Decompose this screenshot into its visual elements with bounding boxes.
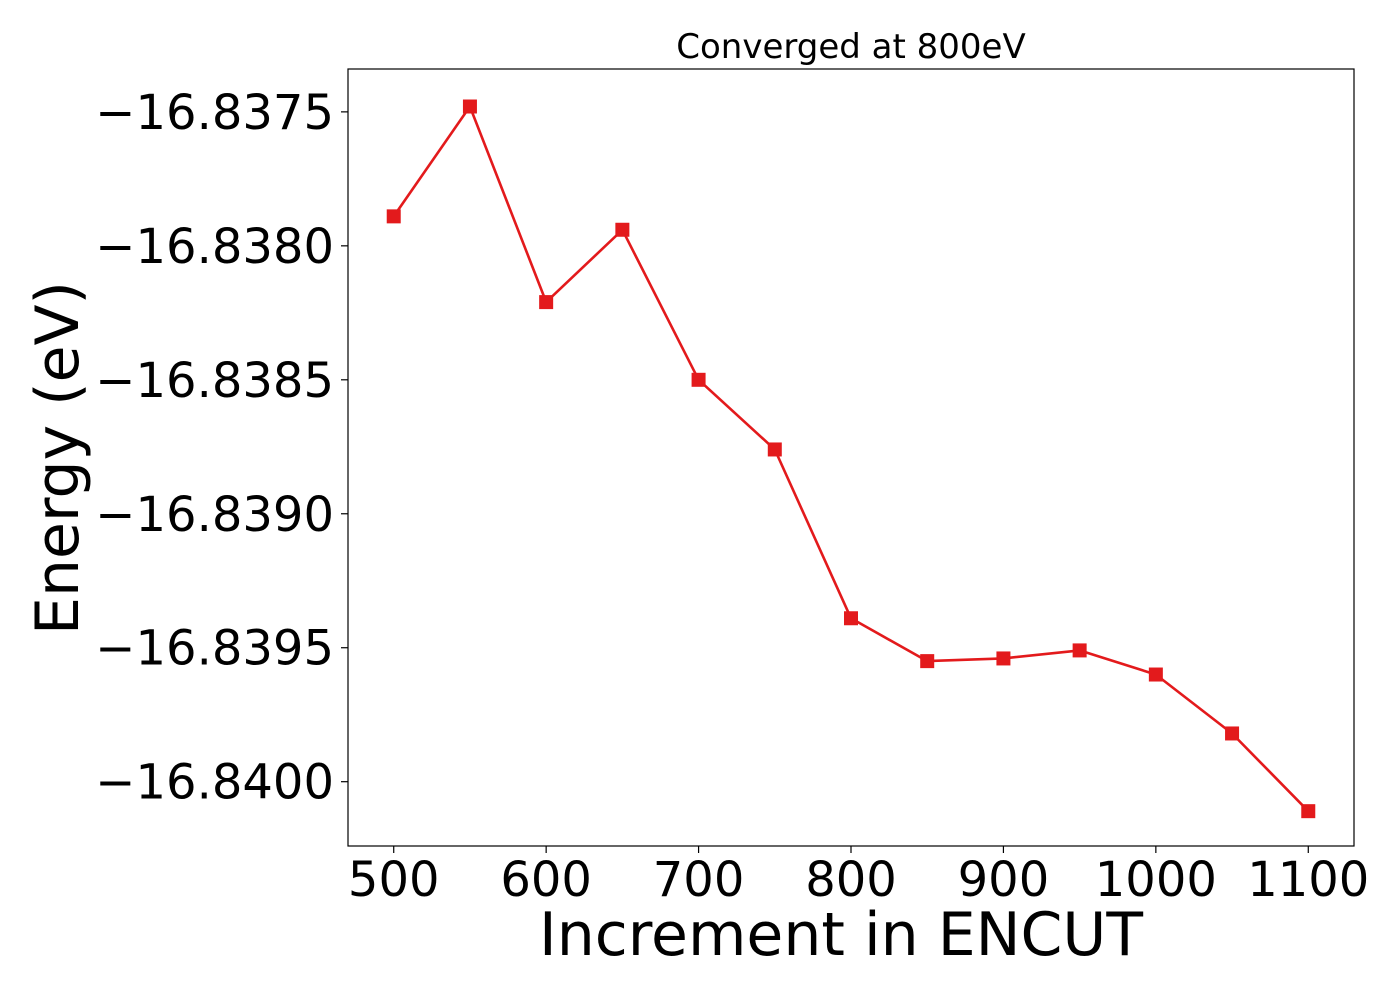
- x-tick-label: 900: [958, 852, 1050, 908]
- data-point: [1301, 804, 1316, 819]
- data-point: [996, 651, 1011, 666]
- series-line: [392, 105, 1310, 813]
- data-point: [1072, 643, 1087, 658]
- x-tick-label: 500: [348, 852, 440, 908]
- x-tick-label: 600: [500, 852, 592, 908]
- data-point: [462, 99, 477, 114]
- y-tick-label: −16.8400: [95, 755, 334, 811]
- data-point: [1148, 667, 1163, 682]
- data-point: [1225, 726, 1240, 741]
- plot-area: [347, 68, 1355, 847]
- y-axis-label: Energy (eV): [23, 281, 93, 635]
- data-point: [767, 442, 782, 457]
- y-tick-label: −16.8380: [95, 219, 334, 275]
- y-tick-label: −16.8375: [95, 85, 334, 141]
- chart-title: Converged at 800eV: [676, 27, 1025, 67]
- data-point: [844, 611, 858, 626]
- x-tick-label: 1100: [1247, 852, 1369, 908]
- y-tick-label: −16.8395: [95, 621, 334, 677]
- x-axis-label: Increment in ENCUT: [539, 900, 1143, 970]
- series-layer: [386, 99, 1316, 819]
- x-axis: 500 600 700 800 900 1000 1100: [348, 846, 1369, 908]
- data-point: [615, 222, 630, 237]
- y-tick-label: −16.8390: [95, 487, 334, 543]
- data-point: [539, 295, 554, 310]
- data-point: [386, 209, 401, 224]
- x-tick-label: 800: [805, 852, 897, 908]
- data-point: [691, 372, 706, 387]
- data-point: [920, 654, 935, 669]
- x-tick-label: 700: [653, 852, 745, 908]
- x-tick-label: 1000: [1095, 852, 1217, 908]
- y-tick-label: −16.8385: [95, 353, 334, 409]
- y-axis: −16.8375 −16.8380 −16.8385 −16.8390 −16.8395…: [95, 85, 348, 811]
